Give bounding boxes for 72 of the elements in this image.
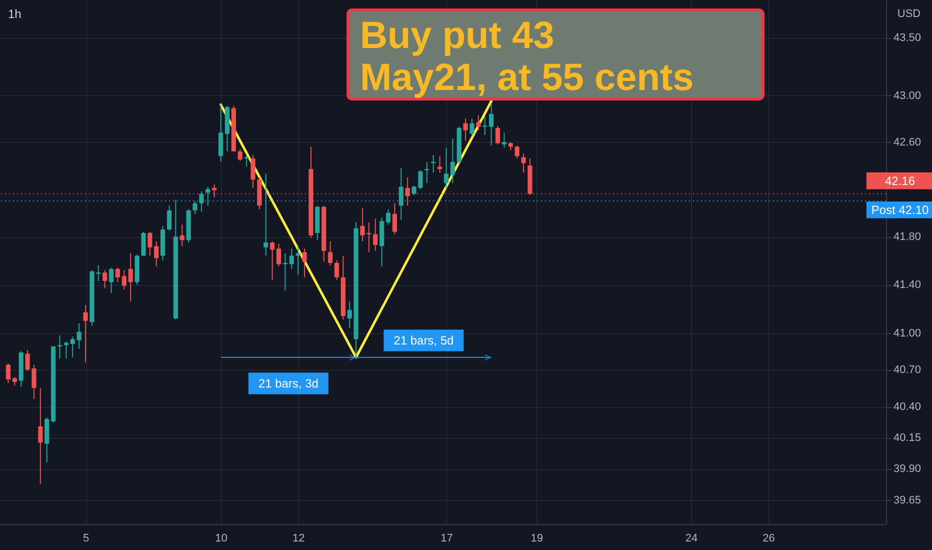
candlestick <box>392 202 397 235</box>
y-tick-label: 42.60 <box>894 136 922 149</box>
candlestick <box>289 248 294 270</box>
candlestick <box>206 186 210 206</box>
y-tick-label: 41.80 <box>894 231 922 244</box>
candlestick <box>141 231 146 256</box>
candlestick <box>373 218 378 252</box>
candlestick <box>270 240 275 280</box>
candlestick <box>244 154 249 168</box>
text: 1h <box>8 7 22 21</box>
candlestick <box>122 270 126 290</box>
y-tick-label: 41.00 <box>894 328 922 340</box>
candlestick <box>238 148 242 162</box>
candlestick <box>463 118 468 142</box>
candlestick <box>6 363 11 384</box>
candlestick <box>218 104 224 162</box>
candlestick <box>199 190 204 212</box>
y-tick-label: 39.90 <box>894 463 922 476</box>
y-tick-label: 40.15 <box>894 432 922 444</box>
y-tick-label: 41.40 <box>894 279 922 292</box>
x-tick-label: 17 <box>440 532 453 544</box>
annotation: Buy put 43 May21, at 55 cents <box>360 15 694 99</box>
candlestick <box>264 173 268 256</box>
x-tick-label: 10 <box>215 532 228 544</box>
candlestick <box>154 240 159 268</box>
candlestick <box>476 114 481 131</box>
candlestick <box>398 167 404 220</box>
candlestick <box>521 153 526 174</box>
candlestick <box>70 336 75 358</box>
candlestick <box>180 224 184 247</box>
candlestick <box>450 138 455 184</box>
candlestick <box>302 248 307 278</box>
candlestick <box>148 231 152 256</box>
ref-line-label: Post 42.10 <box>871 202 930 217</box>
x-tick-label: 24 <box>685 532 698 544</box>
candlestick <box>57 334 62 360</box>
candlestick <box>489 103 494 146</box>
x-tick-label: 26 <box>762 532 775 544</box>
candlestick <box>386 208 391 226</box>
y-tick-label: 40.70 <box>894 364 922 376</box>
candlestick <box>76 322 82 350</box>
y-tick-label: 39.65 <box>894 494 922 507</box>
candlestick <box>495 125 500 145</box>
y-tick-label: 43.50 <box>894 32 922 44</box>
y-tick-label: 43.00 <box>894 90 922 102</box>
candlestick <box>83 304 88 363</box>
annotation: 21 bars, 3d <box>258 376 318 390</box>
x-tick-label: 5 <box>82 532 90 544</box>
candlestick <box>502 132 506 148</box>
x-tick-label: 19 <box>530 532 544 544</box>
candlestick <box>444 147 449 188</box>
text: USD <box>897 8 921 20</box>
ref-line-label: 42.16 <box>884 174 916 188</box>
candlestick <box>437 156 442 174</box>
candlestick <box>64 341 68 360</box>
candlestick <box>115 267 120 283</box>
candlestick <box>38 388 43 484</box>
candlestick <box>514 145 520 159</box>
candlestick <box>276 243 282 268</box>
x-tick-label: 12 <box>292 532 305 544</box>
annotation: 21 bars, 5d <box>394 333 454 348</box>
candlestick <box>108 267 114 294</box>
candlestick <box>328 240 333 266</box>
candlestick <box>166 205 172 232</box>
candlestick <box>250 154 256 188</box>
candlestick <box>192 200 198 214</box>
candlestick <box>128 252 133 302</box>
candlestick <box>482 116 488 136</box>
candlestick <box>102 270 108 289</box>
y-tick-label: 40.40 <box>894 401 922 414</box>
candlestick <box>334 260 340 280</box>
candlestick <box>470 118 474 137</box>
